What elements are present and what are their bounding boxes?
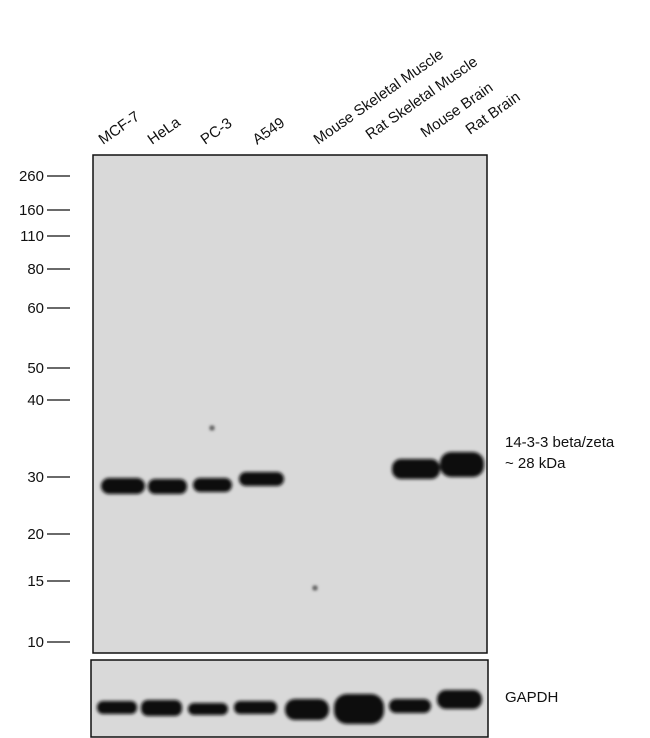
loading-control-label: GAPDH xyxy=(505,689,558,706)
band xyxy=(97,701,137,714)
speck xyxy=(313,586,317,590)
band xyxy=(148,479,187,494)
target-label: 14-3-3 beta/zeta xyxy=(505,434,615,451)
main-blot xyxy=(92,154,488,654)
band xyxy=(437,690,482,709)
band xyxy=(389,699,431,713)
marker-label: 10 xyxy=(27,634,44,651)
speck xyxy=(210,426,214,430)
band xyxy=(239,472,284,486)
band xyxy=(334,694,384,724)
marker-label: 50 xyxy=(27,360,44,377)
lane-label: HeLa xyxy=(145,113,185,148)
band xyxy=(193,478,232,492)
marker-label: 20 xyxy=(27,526,44,543)
band xyxy=(188,703,228,715)
lane-label: PC-3 xyxy=(198,115,236,149)
band xyxy=(285,699,329,720)
target-size: ~ 28 kDa xyxy=(505,455,566,472)
band xyxy=(141,700,182,716)
band xyxy=(101,478,145,494)
marker-label: 40 xyxy=(27,392,44,409)
band xyxy=(392,459,440,479)
band xyxy=(234,701,277,714)
marker-label: 15 xyxy=(27,573,44,590)
lane-label: A549 xyxy=(250,114,288,148)
marker-label: 260 xyxy=(19,168,44,185)
marker-label: 60 xyxy=(27,300,44,317)
marker-label: 80 xyxy=(27,261,44,278)
band xyxy=(440,452,484,477)
gapdh-blot xyxy=(90,659,489,738)
marker-label: 30 xyxy=(27,469,44,486)
marker-label: 110 xyxy=(20,228,44,245)
marker-label: 160 xyxy=(19,202,44,219)
lane-label: MCF-7 xyxy=(96,108,143,148)
bands xyxy=(97,426,484,724)
